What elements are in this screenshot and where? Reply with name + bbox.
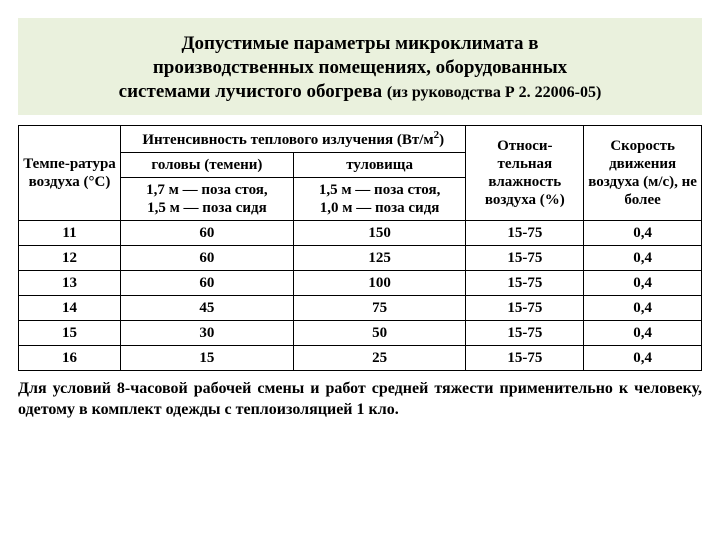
cell-temp: 13	[19, 271, 121, 296]
header-head: головы (темени)	[121, 153, 294, 178]
parameters-table: Темпе-ратура воздуха (°С) Интенсивность …	[18, 125, 702, 371]
header-intensity-group: Интенсивность теплового излучения (Вт/м2…	[121, 126, 466, 153]
header-torso: туловища	[293, 153, 466, 178]
header-pose-head: 1,7 м — поза стоя, 1,5 м — поза сидя	[121, 178, 294, 221]
pose-head-l2: 1,5 м — поза сидя	[147, 200, 267, 216]
cell-speed: 0,4	[584, 271, 702, 296]
header-speed: Скорость движения воздуха (м/с), не боле…	[584, 126, 702, 221]
pose-head-l1: 1,7 м — поза стоя,	[146, 182, 268, 198]
cell-speed: 0,4	[584, 296, 702, 321]
cell-temp: 15	[19, 321, 121, 346]
cell-humidity: 15-75	[466, 346, 584, 371]
table-body: 11 60 150 15-75 0,4 12 60 125 15-75 0,4 …	[19, 221, 702, 371]
cell-humidity: 15-75	[466, 271, 584, 296]
pose-torso-l1: 1,5 м — поза стоя,	[319, 182, 441, 198]
title-block: Допустимые параметры микроклимата в прои…	[18, 18, 702, 115]
cell-temp: 14	[19, 296, 121, 321]
cell-humidity: 15-75	[466, 321, 584, 346]
table-row: 15 30 50 15-75 0,4	[19, 321, 702, 346]
pose-torso-l2: 1,0 м — поза сидя	[320, 200, 440, 216]
cell-head: 15	[121, 346, 294, 371]
title-line-1: Допустимые параметры микроклимата в	[181, 33, 538, 54]
cell-speed: 0,4	[584, 221, 702, 246]
table-row: 12 60 125 15-75 0,4	[19, 246, 702, 271]
cell-temp: 11	[19, 221, 121, 246]
cell-torso: 125	[293, 246, 466, 271]
header-temp: Темпе-ратура воздуха (°С)	[19, 126, 121, 221]
cell-torso: 75	[293, 296, 466, 321]
cell-speed: 0,4	[584, 321, 702, 346]
table-row: 16 15 25 15-75 0,4	[19, 346, 702, 371]
cell-humidity: 15-75	[466, 246, 584, 271]
cell-humidity: 15-75	[466, 296, 584, 321]
cell-torso: 150	[293, 221, 466, 246]
header-intensity-close: )	[439, 132, 444, 148]
table-row: 13 60 100 15-75 0,4	[19, 271, 702, 296]
header-row-1: Темпе-ратура воздуха (°С) Интенсивность …	[19, 126, 702, 153]
title-suffix: (из руководства Р 2. 22006-05)	[387, 84, 601, 101]
cell-torso: 25	[293, 346, 466, 371]
title-line-2: производственных помещениях, оборудованн…	[153, 57, 567, 78]
table-row: 11 60 150 15-75 0,4	[19, 221, 702, 246]
cell-torso: 100	[293, 271, 466, 296]
cell-temp: 12	[19, 246, 121, 271]
cell-temp: 16	[19, 346, 121, 371]
cell-humidity: 15-75	[466, 221, 584, 246]
cell-head: 45	[121, 296, 294, 321]
title-line-3: системами лучистого обогрева	[119, 81, 387, 102]
cell-speed: 0,4	[584, 246, 702, 271]
cell-head: 60	[121, 271, 294, 296]
cell-head: 60	[121, 221, 294, 246]
cell-speed: 0,4	[584, 346, 702, 371]
cell-head: 60	[121, 246, 294, 271]
cell-torso: 50	[293, 321, 466, 346]
header-intensity-text: Интенсивность теплового излучения (Вт/м	[142, 132, 433, 148]
header-pose-torso: 1,5 м — поза стоя, 1,0 м — поза сидя	[293, 178, 466, 221]
header-humidity: Относи-тельная влажность воздуха (%)	[466, 126, 584, 221]
table-row: 14 45 75 15-75 0,4	[19, 296, 702, 321]
footnote: Для условий 8-часовой рабочей смены и ра…	[18, 379, 702, 421]
page: Допустимые параметры микроклимата в прои…	[0, 0, 720, 540]
cell-head: 30	[121, 321, 294, 346]
